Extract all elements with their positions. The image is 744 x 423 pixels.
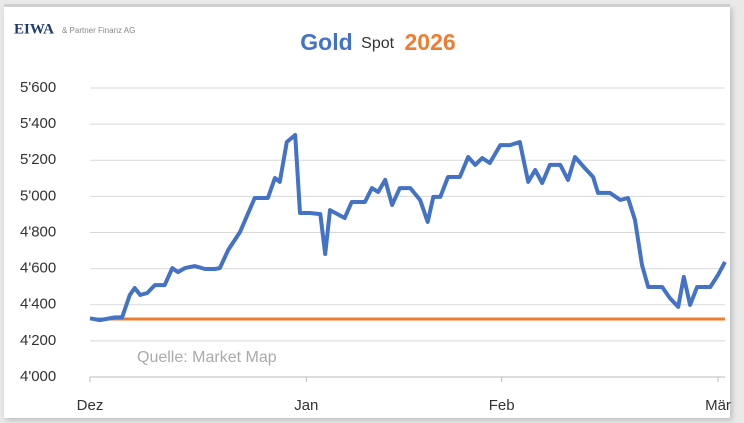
logo-name: EIWA (14, 21, 54, 37)
card (4, 6, 730, 418)
title-spot: Spot (361, 35, 394, 52)
y-tick-label: 5'600 (20, 79, 56, 96)
title-year: 2026 (405, 29, 456, 55)
y-tick-label: 4'800 (20, 223, 56, 240)
y-tick-label: 4'000 (20, 368, 56, 385)
chart-title: Gold Spot 2026 (300, 29, 455, 55)
logo-subtitle: & Partner Finanz AG (62, 26, 135, 35)
y-tick-label: 5'400 (20, 115, 56, 132)
y-tick-label: 5'200 (20, 151, 56, 168)
title-gold: Gold (300, 29, 352, 55)
y-tick-label: 4'600 (20, 260, 56, 277)
source: Quelle: Market Map (137, 349, 277, 366)
y-tick-label: 4'200 (20, 332, 56, 349)
y-tick-label: 4'400 (20, 296, 56, 313)
x-tick-label: Mär (705, 397, 731, 414)
x-tick-label: Dez (77, 397, 104, 414)
card-top (4, 4, 730, 7)
x-tick-label: Jan (294, 397, 318, 414)
price-line (89, 133, 727, 323)
x-tick-label: Feb (489, 397, 515, 414)
y-tick-label: 5'000 (20, 187, 56, 204)
